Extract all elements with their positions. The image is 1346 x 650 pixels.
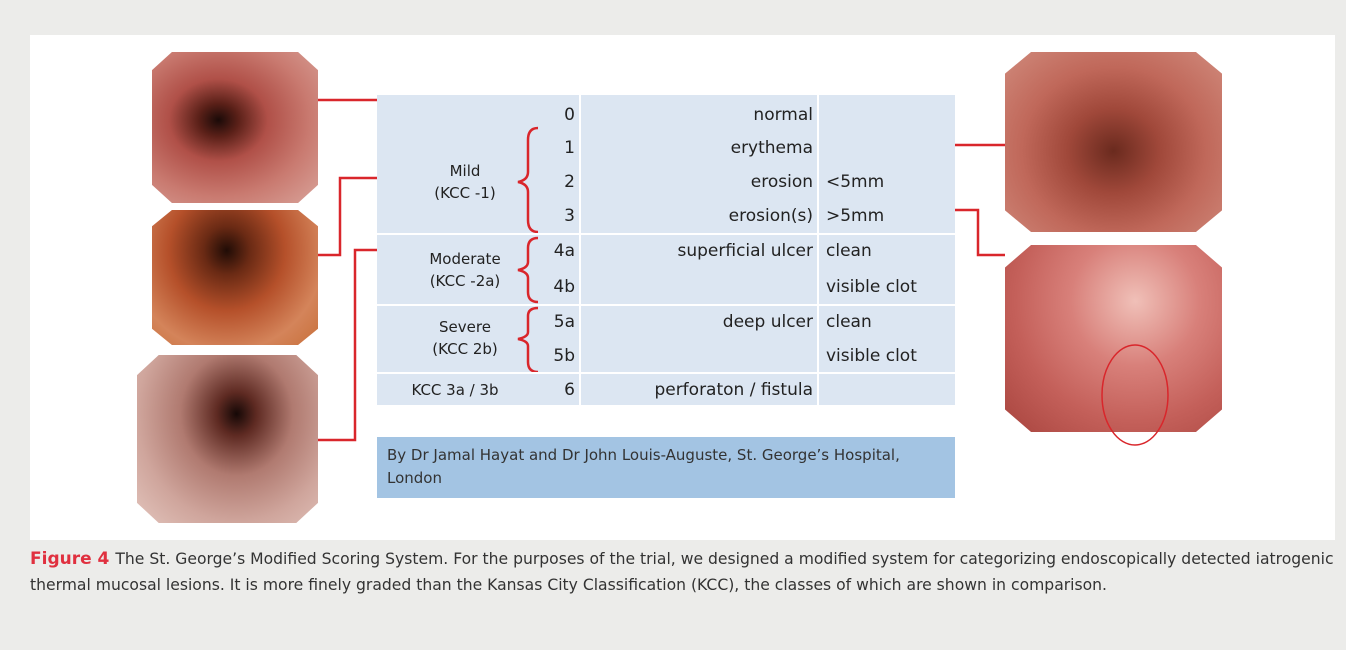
group-label: (KCC -2a) [429, 272, 501, 290]
caption-text: The St. George’s Modified Scoring System… [30, 550, 1334, 594]
grade: 5b [553, 346, 575, 366]
connector [955, 208, 1005, 257]
credit: By Dr Jamal Hayat and Dr John Louis-Augu… [377, 437, 955, 498]
grade: 2 [564, 172, 575, 192]
endoscopy-image [152, 210, 318, 345]
lesion: erosion(s) [728, 206, 813, 226]
endoscopy-image [137, 355, 318, 523]
grade: 0 [564, 105, 575, 125]
lesion: superficial ulcer [677, 241, 814, 261]
bracket [517, 126, 539, 234]
scoring-table [377, 95, 955, 405]
group-label: Moderate [429, 250, 501, 268]
detail: <5mm [826, 172, 885, 192]
connector [318, 176, 377, 257]
endoscopy-image [1005, 245, 1222, 432]
lesion: erythema [730, 138, 813, 158]
detail: clean [826, 241, 872, 261]
grade: 1 [564, 138, 575, 158]
group-label: Severe [439, 318, 491, 336]
lesion: deep ulcer [722, 312, 813, 332]
grade: 5a [553, 312, 575, 332]
bracket [517, 306, 539, 374]
group-label: KCC 3a / 3b [411, 381, 499, 399]
caption: Figure 4 The St. George’s Modified Scorin… [30, 546, 1340, 598]
grade: 4a [553, 241, 575, 261]
grade: 4b [553, 277, 575, 297]
lesion: erosion [750, 172, 813, 192]
caption-label: Figure 4 [30, 549, 110, 569]
group-label: Mild [449, 162, 481, 180]
connector [318, 248, 377, 442]
detail: visible clot [826, 346, 917, 366]
detail: visible clot [826, 277, 917, 297]
lesion: normal [753, 105, 813, 125]
grade: 6 [564, 380, 575, 400]
endoscopy-image [1005, 52, 1222, 232]
group-label: (KCC -1) [434, 184, 496, 202]
highlight-circle [1101, 344, 1169, 446]
detail: clean [826, 312, 872, 332]
endoscopy-image [152, 52, 318, 203]
lesion: perforaton / fistula [654, 380, 813, 400]
detail: >5mm [826, 206, 885, 226]
group-label: (KCC 2b) [432, 340, 498, 358]
bracket [517, 236, 539, 304]
grade: 3 [564, 206, 575, 226]
